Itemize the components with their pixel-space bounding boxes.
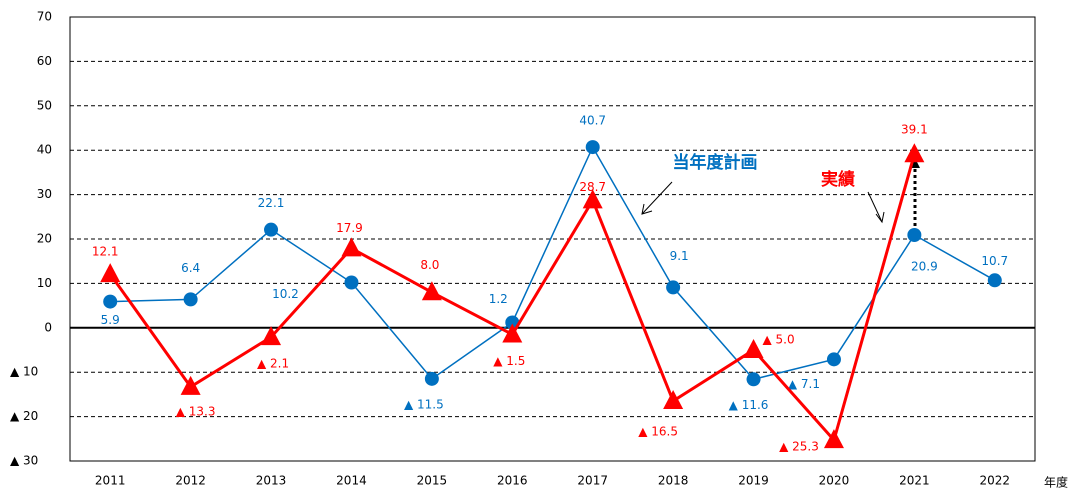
y-tick-label: 60 (37, 54, 52, 68)
y-tick-label: 70 (37, 10, 52, 24)
data-label: 17.9 (336, 221, 363, 235)
x-tick-label: 2020 (819, 474, 850, 488)
data-label: 1.2 (489, 292, 508, 306)
data-label: 9.1 (670, 249, 689, 263)
y-tick-label: 30 (37, 187, 52, 201)
annotation-arrows (641, 168, 917, 232)
point-marker (907, 228, 922, 243)
y-tick-label: ▲ 10 (10, 365, 38, 379)
point-marker (823, 429, 844, 449)
arrow-head (641, 203, 653, 215)
point-marker (582, 189, 603, 209)
data-label: 10.2 (272, 287, 299, 301)
data-label: ▲ 1.5 (493, 354, 525, 368)
point-marker (341, 237, 362, 257)
point-marker (904, 143, 925, 163)
y-tick-label: ▲ 30 (10, 454, 38, 468)
x-tick-label: 2021 (899, 474, 930, 488)
x-tick-label: 2017 (577, 474, 608, 488)
arrow (641, 181, 673, 215)
point-marker (502, 323, 523, 343)
x-tick-label: 2022 (980, 474, 1011, 488)
data-label: 8.0 (420, 258, 439, 272)
data-label: 28.7 (579, 180, 606, 194)
y-tick-label: 10 (37, 276, 52, 290)
y-tick-label: 0 (44, 320, 52, 334)
point-marker (987, 273, 1002, 288)
series-annotation: 当年度計画 (673, 152, 758, 173)
x-tick-label: 2019 (738, 474, 769, 488)
data-label: ▲ 5.0 (762, 333, 794, 347)
point-marker (743, 339, 764, 358)
data-label: 12.1 (92, 245, 119, 259)
y-tick-label: 20 (37, 232, 52, 246)
x-tick-label: 2011 (95, 474, 126, 488)
arrow-head (875, 211, 885, 224)
y-tick-label: 40 (37, 143, 52, 157)
x-tick-label: 2013 (256, 474, 287, 488)
series-line (108, 153, 916, 444)
y-tick-label: ▲ 20 (10, 409, 38, 423)
point-marker (424, 371, 439, 386)
point-marker (585, 140, 600, 155)
point-marker (421, 281, 442, 301)
point-marker (826, 352, 841, 367)
data-label: 39.1 (901, 123, 928, 137)
data-label: 22.1 (258, 196, 285, 210)
x-tick-label: 2018 (658, 474, 689, 488)
point-marker (663, 390, 684, 410)
x-tick-label: 2014 (336, 474, 367, 488)
point-marker (746, 372, 761, 387)
data-label: ▲ 11.6 (729, 398, 769, 412)
point-marker (261, 326, 282, 346)
x-tick-label: 2016 (497, 474, 528, 488)
x-tick-label: 2015 (417, 474, 448, 488)
point-marker (100, 263, 121, 283)
x-tick-label: 2012 (175, 474, 206, 488)
point-marker (183, 292, 198, 307)
data-label: 6.4 (181, 261, 200, 275)
data-label: ▲ 2.1 (257, 357, 289, 371)
y-tick-label: 50 (37, 98, 52, 112)
point-marker (180, 375, 201, 395)
data-label: 5.9 (101, 313, 120, 327)
data-label: 20.9 (911, 260, 938, 274)
point-marker (103, 294, 118, 309)
x-axis-label: 年度 (1044, 475, 1068, 490)
point-marker (264, 222, 279, 237)
point-marker (666, 280, 681, 295)
data-label: ▲ 13.3 (176, 404, 216, 418)
data-label: ▲ 16.5 (638, 425, 678, 439)
series-line (110, 145, 996, 381)
data-label: 40.7 (579, 114, 606, 128)
arrow (867, 191, 883, 223)
series-annotation: 実績 (821, 169, 855, 190)
data-label: ▲ 25.3 (779, 440, 819, 454)
data-label: ▲ 7.1 (788, 377, 820, 391)
point-marker (344, 275, 359, 290)
data-label: ▲ 11.5 (404, 397, 444, 411)
data-label: 10.7 (981, 254, 1008, 268)
